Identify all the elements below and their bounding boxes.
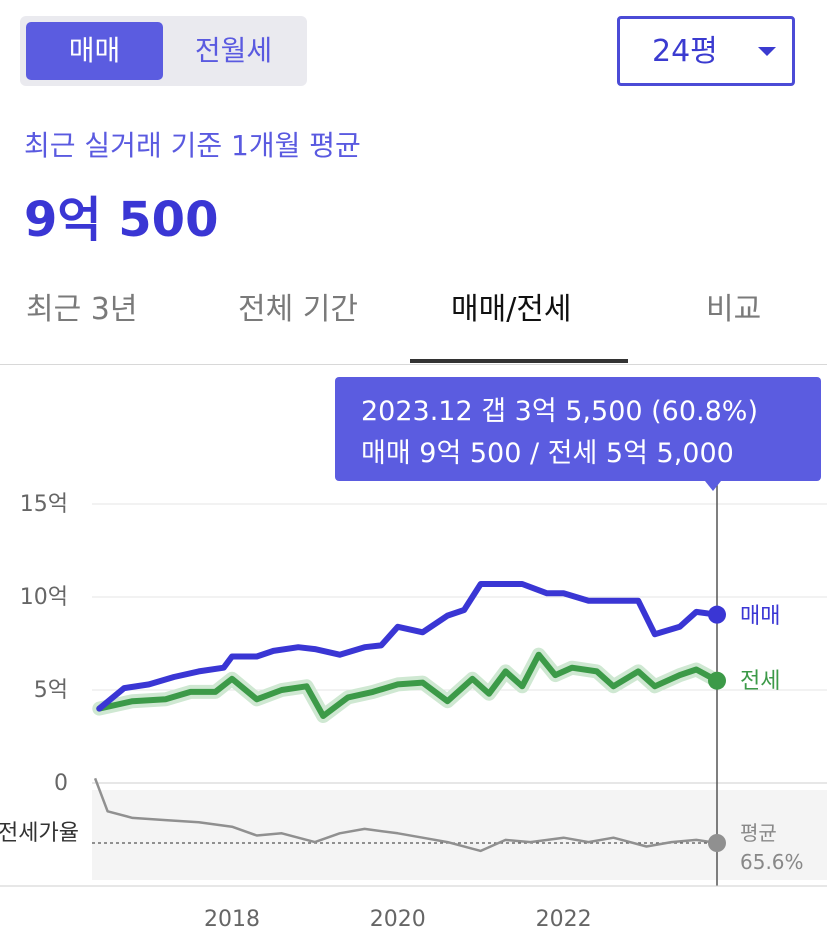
series-layer: [92, 581, 724, 853]
chart-tooltip: 2023.12 갭 3억 5,500 (60.8%) 매매 9억 500 / 전…: [335, 377, 821, 491]
size-select-value: 24평: [652, 34, 718, 69]
ratio-end-point: [708, 834, 726, 852]
y-tick-label: 15억: [20, 492, 68, 517]
x-tick-label: 2022: [536, 907, 592, 932]
tooltip-gap: 2023.12 갭 3억 5,500 (60.8%): [361, 396, 758, 427]
sale-line: [96, 581, 720, 712]
tab-sale-jeonse[interactable]: 매매/전세: [451, 292, 572, 327]
end-markers: [708, 605, 726, 852]
ratio-line: [93, 777, 718, 853]
jeonse-line: [96, 651, 720, 719]
tab-recent-3y[interactable]: 최근 3년: [26, 292, 138, 327]
caret-down-icon: [758, 47, 776, 56]
y-tick-label: 0: [54, 771, 68, 796]
summary-price: 9억 500: [24, 192, 219, 248]
tab-all-period[interactable]: 전체 기간: [238, 292, 358, 327]
summary-label: 최근 실거래 기준 1개월 평균: [24, 129, 361, 162]
jeonse-end-point: [708, 671, 726, 690]
tabs-divider: [0, 364, 827, 365]
x-tick-label: 2018: [204, 907, 260, 932]
y-tick-label: 5억: [34, 678, 68, 703]
trade-type-toggle: 매매 전월세: [20, 16, 307, 86]
ratio-avg-label: 평균: [740, 821, 777, 845]
tooltip-tail: [705, 481, 721, 491]
y-axis-ticks: 15억 10억 5억 0: [20, 492, 68, 796]
x-axis-ticks: 2018 2020 2022: [204, 907, 592, 932]
ratio-avg-value: 65.6%: [740, 850, 804, 874]
tooltip-prices: 매매 9억 500 / 전세 5억 5,000: [361, 438, 734, 469]
legend-jeonse: 전세: [740, 669, 780, 694]
sale-toggle-button[interactable]: 매매: [26, 22, 163, 80]
tab-compare[interactable]: 비교: [706, 292, 762, 327]
ratio-label: 전세가율: [0, 821, 79, 846]
ratio-panel-background: [92, 790, 827, 880]
rent-toggle-button[interactable]: 전월세: [194, 34, 273, 67]
y-tick-label: 10억: [20, 585, 68, 610]
sale-end-point: [708, 605, 726, 624]
legend-sale: 매매: [740, 604, 780, 629]
active-tab-indicator: [410, 359, 628, 363]
x-tick-label: 2020: [370, 907, 426, 932]
size-select[interactable]: 24평: [617, 16, 795, 86]
